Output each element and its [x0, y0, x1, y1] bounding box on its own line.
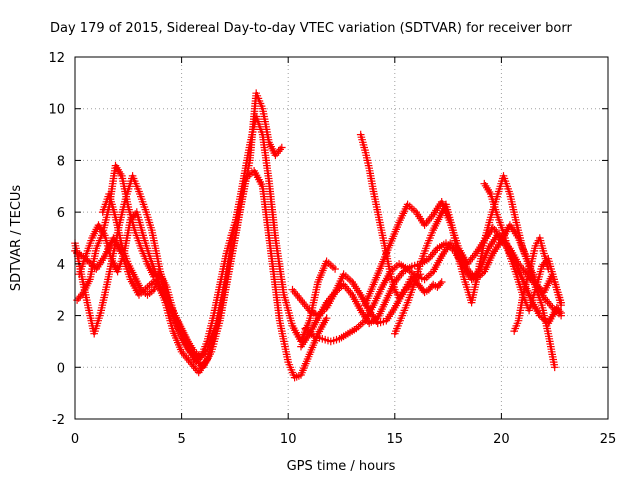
y-tick-label: 6 — [57, 206, 65, 221]
x-tick-label: 15 — [387, 432, 404, 447]
data-series — [71, 89, 565, 382]
y-tick-label: 4 — [57, 258, 65, 273]
plus-markers — [98, 190, 203, 366]
y-tick-label: 8 — [57, 154, 65, 169]
chart-title: Day 179 of 2015, Sidereal Day-to-day VTE… — [50, 21, 572, 36]
x-tick-label: 20 — [493, 432, 510, 447]
y-tick-label: 0 — [57, 361, 65, 376]
x-tick-label: 5 — [177, 432, 185, 447]
x-tick-label: 0 — [71, 432, 79, 447]
plus-markers — [288, 270, 425, 328]
plus-markers — [75, 205, 243, 361]
x-axis-title: GPS time / hours — [287, 459, 396, 474]
plus-markers — [391, 172, 559, 372]
y-tick-label: 12 — [48, 51, 65, 66]
series-arc-11 — [288, 270, 425, 328]
y-axis-title: SDTVAR / TECUs — [9, 185, 24, 292]
y-tick-label: -2 — [52, 413, 65, 428]
plot-frame — [74, 56, 609, 420]
y-tick-label: 2 — [57, 310, 65, 325]
series-arc-13 — [510, 234, 553, 335]
series-arc-04 — [75, 205, 243, 361]
series-arc-09 — [391, 172, 559, 372]
plus-markers — [510, 234, 553, 335]
x-tick-label: 25 — [600, 432, 617, 447]
series-arc-05 — [98, 190, 203, 366]
y-tick-label: 10 — [48, 103, 65, 118]
x-tick-label: 10 — [280, 432, 297, 447]
axis-ticks: 0 5 10 15 20 25 -2 0 2 4 6 8 10 12 — [48, 51, 616, 447]
plus-markers — [480, 179, 565, 315]
